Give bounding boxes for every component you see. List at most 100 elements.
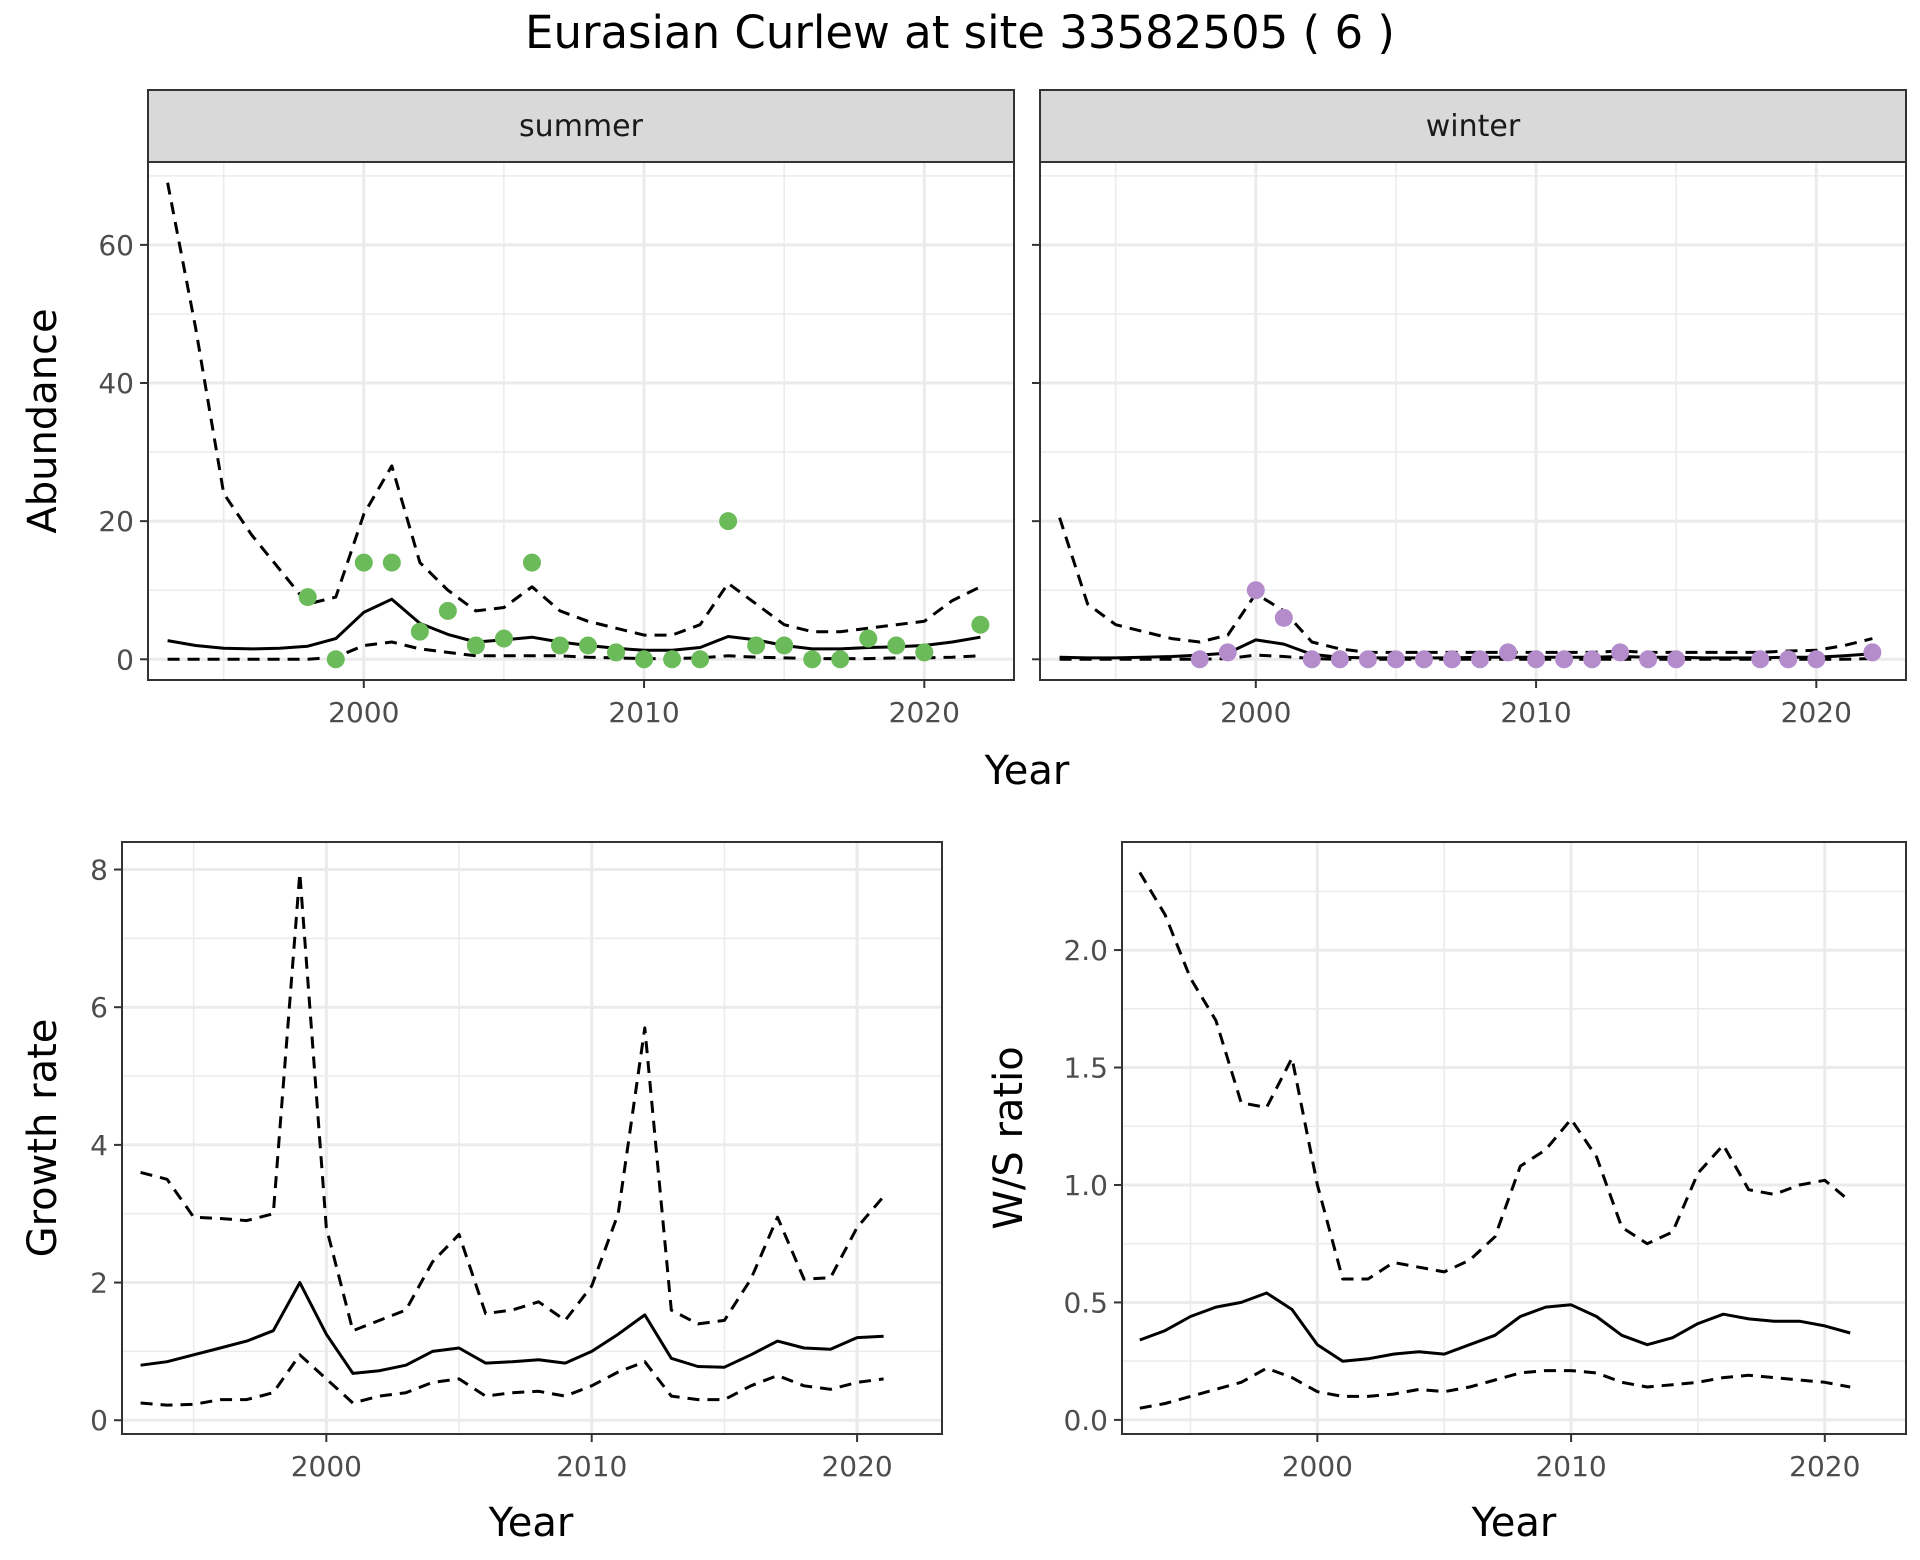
data-point <box>466 636 485 655</box>
panel-summer: summer 2000 2010 2020 0 20 40 60 <box>98 89 1015 729</box>
x-tick-label: 2000 <box>1282 1450 1353 1483</box>
data-point <box>803 650 822 669</box>
x-tick-label: 2020 <box>821 1450 892 1483</box>
data-point <box>1611 643 1630 662</box>
data-point <box>1779 650 1798 669</box>
y-tick-label: 6 <box>90 991 108 1024</box>
panel-growth: 2000 2010 2020 0 2 4 6 8 Year Growth rate <box>20 841 943 1546</box>
x-axis-title-facets: Year <box>984 748 1070 794</box>
chart-title: Eurasian Curlew at site 33582505 ( 6 ) <box>525 6 1395 59</box>
x-tick-label: 2000 <box>328 696 399 729</box>
data-point <box>1639 650 1658 669</box>
data-point <box>691 650 710 669</box>
data-point <box>915 643 934 662</box>
data-point <box>1442 650 1461 669</box>
series-estimate-line <box>167 597 981 652</box>
y-tick-label: 0 <box>116 643 134 676</box>
strip-background <box>147 89 1015 163</box>
series-estimate-line <box>1139 1291 1851 1363</box>
panel-winter: winter 2000 2010 2020 <box>1032 89 1907 729</box>
panel-background <box>1040 162 1906 680</box>
data-point <box>1751 650 1770 669</box>
x-tick-label: 2020 <box>889 696 960 729</box>
data-point <box>1330 650 1349 669</box>
series-estimate-line <box>140 1281 884 1375</box>
y-tick-label: 60 <box>98 229 134 262</box>
x-tick-label: 2010 <box>556 1450 627 1483</box>
x-tick-label: 2010 <box>1535 1450 1606 1483</box>
data-point <box>719 512 738 531</box>
panel-border <box>1121 841 1907 1435</box>
data-point <box>1583 650 1602 669</box>
data-point <box>326 650 345 669</box>
y-axis-title-facets: Abundance <box>20 308 66 533</box>
x-tick-label: 2000 <box>1220 696 1291 729</box>
strip-background <box>1039 89 1907 163</box>
data-point <box>354 553 373 572</box>
data-point <box>438 601 457 620</box>
y-tick-label: 2 <box>90 1267 108 1300</box>
data-point <box>607 643 626 662</box>
x-axis-title: Year <box>1471 1500 1557 1546</box>
data-point <box>494 629 513 648</box>
x-tick-label: 2010 <box>608 696 679 729</box>
data-point <box>410 622 429 641</box>
y-tick-label: 1.5 <box>1063 1052 1108 1085</box>
data-point <box>747 636 766 655</box>
y-tick-label: 0.0 <box>1063 1404 1108 1437</box>
series-lower-line <box>140 1353 884 1407</box>
data-point <box>1386 650 1405 669</box>
data-point <box>1499 643 1518 662</box>
data-point <box>1190 650 1209 669</box>
strip-label-summer: summer <box>519 109 644 144</box>
data-point <box>635 650 654 669</box>
data-point <box>1667 650 1686 669</box>
y-axis-title: Growth rate <box>20 1019 66 1258</box>
strip-label-winter: winter <box>1426 109 1521 144</box>
data-point <box>1863 643 1882 662</box>
data-point <box>887 636 906 655</box>
data-point <box>831 650 850 669</box>
y-tick-label: 0.5 <box>1063 1286 1108 1319</box>
x-axis-title: Year <box>488 1500 574 1546</box>
series-upper-line <box>140 871 885 1333</box>
series-lower-line <box>1139 1366 1851 1410</box>
panel-background <box>122 842 942 1434</box>
y-axis-title: W/S ratio <box>986 1046 1032 1229</box>
panel-border <box>121 841 943 1435</box>
series-upper-line <box>1058 517 1873 654</box>
y-tick-label: 2.0 <box>1063 934 1108 967</box>
data-point <box>663 650 682 669</box>
data-point <box>579 636 598 655</box>
data-point <box>775 636 794 655</box>
data-point <box>1246 581 1265 600</box>
data-point <box>382 553 401 572</box>
data-point <box>522 553 541 572</box>
panel-background <box>148 162 1014 680</box>
panel-ws_ratio: 2000 2010 2020 0.0 0.5 1.0 1.5 2.0 Year W/S ratio <box>986 841 1907 1546</box>
data-point <box>1274 608 1293 627</box>
data-point <box>1414 650 1433 669</box>
y-tick-label: 4 <box>90 1129 108 1162</box>
data-point <box>1555 650 1574 669</box>
y-tick-label: 20 <box>98 505 134 538</box>
data-point <box>1302 650 1321 669</box>
data-point <box>1218 643 1237 662</box>
data-point <box>1358 650 1377 669</box>
data-point <box>1807 650 1826 669</box>
series-lower-line <box>1059 653 1873 661</box>
y-tick-label: 40 <box>98 367 134 400</box>
data-point <box>1527 650 1546 669</box>
y-tick-label: 8 <box>90 854 108 887</box>
panel-background <box>1122 842 1906 1434</box>
y-tick-label: 0 <box>90 1404 108 1437</box>
x-tick-label: 2010 <box>1500 696 1571 729</box>
x-tick-label: 2020 <box>1781 696 1852 729</box>
data-point <box>298 588 317 607</box>
y-tick-label: 1.0 <box>1063 1169 1108 1202</box>
x-tick-label: 2020 <box>1789 1450 1860 1483</box>
data-point <box>859 629 878 648</box>
data-point <box>971 615 990 634</box>
